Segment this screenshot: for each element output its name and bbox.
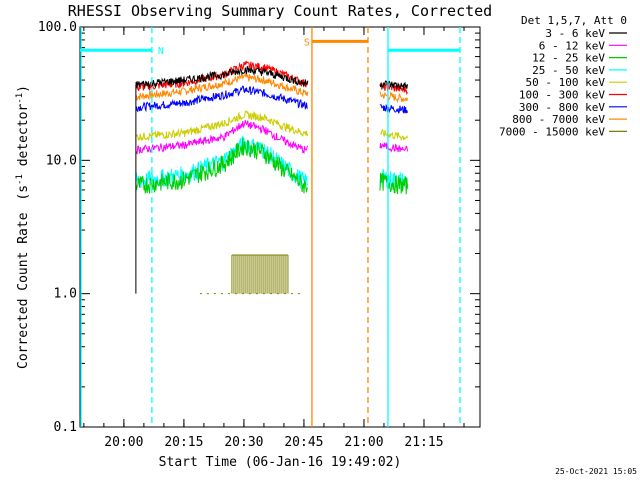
series-trace: [135, 85, 308, 113]
data-layer: [135, 60, 408, 295]
x-tick-label: 20:45: [284, 435, 323, 450]
x-tick-label: 20:15: [164, 435, 203, 450]
legend-item-label: 7000 - 15000 keV: [499, 125, 605, 138]
y-axis-label: Corrected Count Rate (s-1 detector-1): [15, 85, 31, 369]
plot-frame: [79, 26, 481, 428]
y-axis-unit-open: (s: [16, 185, 31, 201]
x-tick-label: 21:15: [404, 435, 443, 450]
chart-title: RHESSI Observing Summary Count Rates, Co…: [68, 2, 492, 20]
legend-item-label: 12 - 25 keV: [532, 52, 605, 65]
legend-item-label: 6 - 12 keV: [539, 39, 606, 52]
legend-item-label: 300 - 800 keV: [519, 101, 605, 114]
series-trace: [379, 91, 408, 104]
series-6-12-kev: [135, 120, 408, 155]
legend-item-label: 25 - 50 keV: [532, 64, 605, 77]
series-trace: [379, 103, 408, 114]
legend-item-label: 3 - 6 keV: [545, 27, 605, 40]
y-axis-unit-exp2: -1: [15, 93, 25, 104]
y-axis-unit-mid: detector: [16, 104, 31, 175]
legend-item-label: 100 - 300 keV: [519, 89, 605, 102]
x-tick-label: 21:00: [344, 435, 383, 450]
y-tick-label: 10.0: [46, 153, 77, 168]
x-tick-label: 20:00: [104, 435, 143, 450]
series-12-25-kev: [135, 137, 408, 195]
flag-label: S: [304, 37, 310, 48]
series-trace: [135, 137, 308, 194]
legend-header: Det 1,5,7, Att 0: [521, 14, 627, 27]
series-trace: [135, 110, 309, 141]
axis-ticks: 20:00 20:15 20:30 20:45 21:00 21:15 0.1 1.0 10.0…: [38, 20, 480, 450]
series-100-300-kev: [135, 60, 408, 96]
y-axis-unit-close: ): [16, 85, 31, 93]
series-800-7000-kev: [135, 73, 408, 104]
flag-label: N: [158, 46, 164, 57]
y-tick-label: 100.0: [38, 20, 77, 35]
y-axis-unit-exp1: -1: [15, 174, 25, 185]
series-3-6-kev: [135, 65, 408, 90]
series-7000-15000-kev: [199, 254, 304, 295]
series-trace: [379, 172, 408, 195]
series-trace: [379, 80, 408, 90]
series-trace: [135, 65, 309, 89]
x-axis-label: Start Time (06-Jan-16 19:49:02): [159, 455, 402, 470]
series-trace: [135, 120, 309, 155]
legend-item-label: 50 - 100 keV: [526, 76, 606, 89]
series-trace: [380, 128, 408, 142]
legend-item-label: 800 - 7000 keV: [512, 113, 605, 126]
series-trace: [135, 73, 309, 102]
x-tick-label: 20:30: [224, 435, 263, 450]
overlay-layer: NS: [80, 27, 461, 427]
series-300-800-kev: [135, 85, 408, 114]
y-tick-label: 1.0: [54, 287, 77, 302]
timestamp: 25-Oct-2021 15:05: [555, 467, 637, 476]
y-axis-label-main: Corrected Count Rate: [16, 212, 31, 369]
series-50-100-kev: [135, 110, 408, 142]
series-trace: [379, 142, 408, 153]
y-tick-label: 0.1: [54, 420, 77, 435]
